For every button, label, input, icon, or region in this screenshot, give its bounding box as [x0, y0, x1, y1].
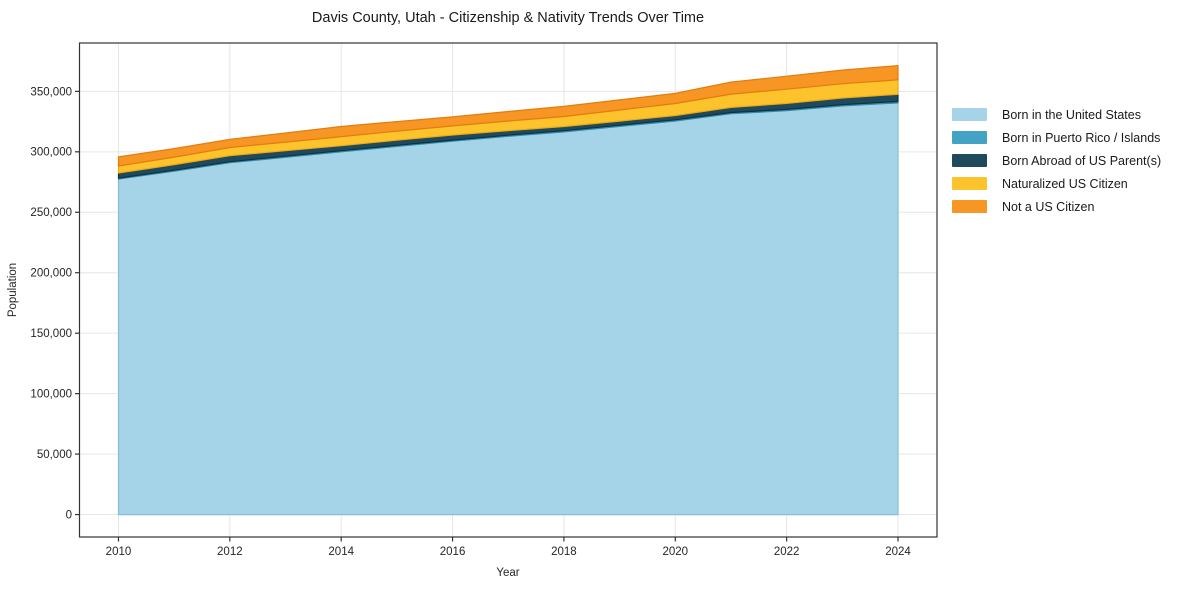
legend: Born in the United States Born in Puerto … [952, 103, 1161, 218]
chart-layer: 2010 2012 2014 2016 2018 2020 2022 2024 0 50,000 1… [30, 42, 938, 558]
y-tick-label: 250,000 [30, 207, 72, 219]
area-not-citizen [117, 65, 899, 167]
area-born-us [117, 102, 899, 516]
legend-label-puerto-rico-islands: Born in Puerto Rico / Islands [1002, 130, 1161, 145]
legend-swatch-born-abroad [952, 154, 987, 167]
chart-title: Davis County, Utah - Citizenship & Nativ… [312, 10, 704, 26]
y-tick-label: 300,000 [30, 147, 72, 159]
legend-item-not-citizen: Not a US Citizen [952, 195, 1161, 218]
legend-item-born-us: Born in the United States [952, 103, 1161, 126]
legend-item-born-abroad: Born Abroad of US Parent(s) [952, 149, 1161, 172]
x-axis-label: Year [496, 567, 519, 579]
x-tick-label: 2014 [328, 546, 354, 558]
y-axis-label: Population [7, 263, 19, 317]
x-tick-label: 2024 [885, 546, 911, 558]
x-tick-label: 2018 [551, 546, 577, 558]
legend-swatch-naturalized [952, 177, 987, 190]
legend-label-naturalized: Naturalized US Citizen [1002, 176, 1128, 191]
x-tick-label: 2012 [217, 546, 243, 558]
legend-label-born-us: Born in the United States [1002, 107, 1141, 122]
y-tick-label: 350,000 [30, 86, 72, 98]
legend-swatch-puerto-rico-islands [952, 131, 987, 144]
legend-label-born-abroad: Born Abroad of US Parent(s) [1002, 153, 1162, 168]
legend-label-not-citizen: Not a US Citizen [1002, 199, 1095, 214]
y-tick-label: 50,000 [37, 449, 72, 461]
x-tick-label: 2010 [106, 546, 132, 558]
x-tick-label: 2016 [440, 546, 466, 558]
y-tick-label: 100,000 [30, 389, 72, 401]
y-tick-label: 150,000 [30, 328, 72, 340]
x-tick-label: 2022 [774, 546, 800, 558]
axes-frame [78, 42, 938, 538]
y-tick-label: 0 [66, 509, 72, 521]
legend-item-puerto-rico-islands: Born in Puerto Rico / Islands [952, 126, 1161, 149]
legend-swatch-not-citizen [952, 200, 987, 213]
x-tick-label: 2020 [662, 546, 688, 558]
legend-swatch-born-us [952, 108, 987, 121]
y-tick-label: 200,000 [30, 268, 72, 280]
legend-item-naturalized: Naturalized US Citizen [952, 172, 1161, 195]
